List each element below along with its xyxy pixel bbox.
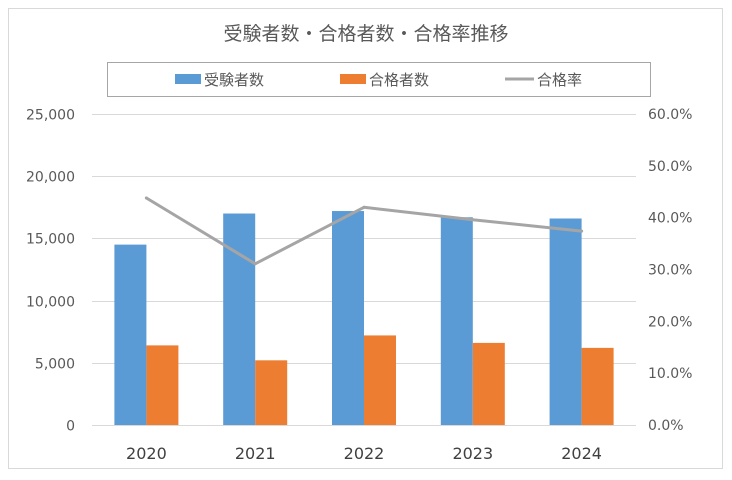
x-tick-label: 2020 [126,444,167,463]
x-tick-label: 2023 [452,444,493,463]
passers-bar-2023 [472,342,505,425]
left-tick-label: 25,000 [26,108,75,124]
pass-rate-point-2022 [362,205,366,209]
right-tick-label: 30.0% [648,263,692,279]
applicants-bar-2022 [332,211,364,425]
applicants-bar-2020 [114,244,147,425]
legend-swatch-passers [340,74,366,84]
x-tick-label: 2024 [561,444,602,463]
right-tick-label: 40.0% [648,211,692,227]
applicants-bar-2023 [440,217,473,425]
pass-rate-point-2023 [471,218,475,222]
pass-rate-point-2024 [580,229,584,233]
pass-rate-point-2020 [144,196,148,200]
right-tick-label: 0.0% [648,418,684,434]
applicants-bar-2021 [223,213,256,425]
right-tick-label: 50.0% [648,159,692,175]
passers-bar-2021 [255,360,288,425]
left-tick-label: 5,000 [35,357,75,373]
legend-label-applicants: 受験者数 [204,71,264,89]
legend-label-pass-rate: 合格率 [537,71,582,89]
left-tick-label: 15,000 [26,232,75,248]
x-tick-label: 2021 [235,444,276,463]
x-axis: 2020 2021 2022 2023 2024 [126,444,602,463]
left-tick-label: 20,000 [26,170,75,186]
legend-label-passers: 合格者数 [369,71,429,89]
passers-bar-2024 [581,347,614,425]
x-tick-label: 2022 [344,444,385,463]
right-tick-label: 10.0% [648,366,692,382]
legend-swatch-applicants [175,74,201,84]
pass-rate-point-2021 [253,262,257,266]
passers-bar-2020 [146,345,179,425]
chart-title: 受験者数・合格者数・合格率推移 [223,23,508,45]
applicants-bar-2024 [549,218,582,425]
bar-series [114,211,614,425]
left-tick-label: 0 [66,419,75,435]
right-tick-label: 20.0% [648,314,692,330]
pass-rate-series [144,196,584,266]
passers-bar-2022 [364,335,396,425]
left-axis: 0 5,000 10,000 15,000 20,000 25,000 [26,108,75,435]
legend-box [107,62,651,97]
left-tick-label: 10,000 [26,295,75,311]
right-axis: 0.0% 10.0% 20.0% 30.0% 40.0% 50.0% 60.0% [648,107,692,434]
right-tick-label: 60.0% [648,107,692,123]
legend: 受験者数 合格者数 合格率 [107,62,651,97]
